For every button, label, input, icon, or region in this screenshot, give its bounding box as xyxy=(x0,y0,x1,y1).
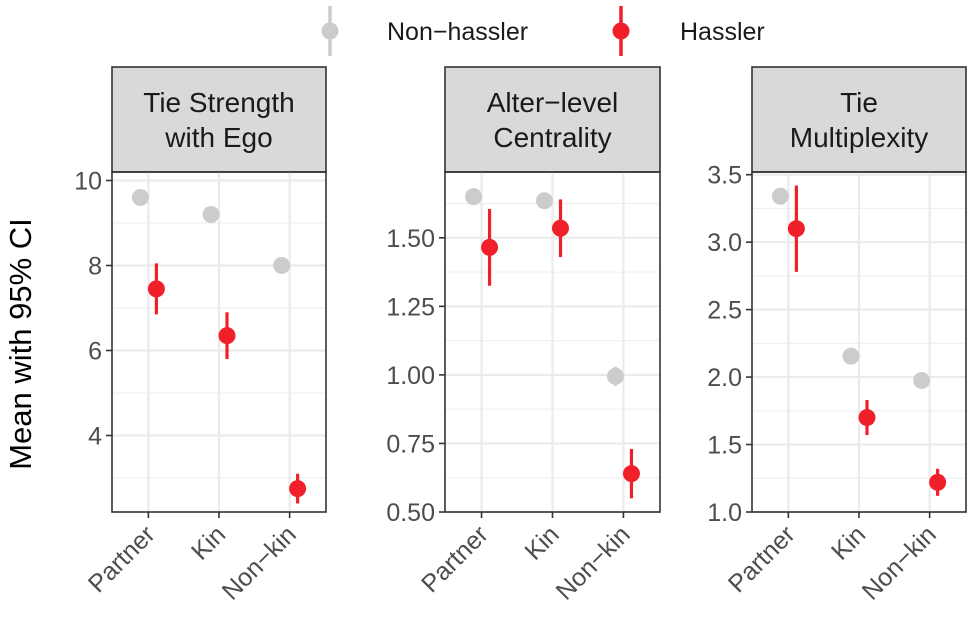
x-tick-label: Partner xyxy=(723,520,801,598)
y-tick-label: 8 xyxy=(88,253,102,281)
panel-strip xyxy=(444,66,661,173)
data-point xyxy=(131,189,149,206)
data-point xyxy=(481,238,499,256)
y-tick-label: 2.0 xyxy=(707,364,742,392)
panel-title-line: Tie Strength xyxy=(143,87,294,118)
gridlines xyxy=(112,172,326,512)
panel-title-line: with Ego xyxy=(164,122,272,153)
legend-label: Hassler xyxy=(680,18,765,46)
legend-label: Non−hassler xyxy=(387,18,528,46)
series-hassler xyxy=(147,263,307,504)
data-point xyxy=(787,220,805,238)
panel-title-line: Centrality xyxy=(493,122,611,153)
panel-strip xyxy=(111,66,327,173)
y-tick-label: 4 xyxy=(88,423,102,451)
legend: Non−hassler Hassler xyxy=(321,6,765,56)
data-point xyxy=(218,327,236,345)
panel-title-line: Multiplexity xyxy=(790,122,928,153)
data-point xyxy=(771,187,789,205)
series-non-hassler xyxy=(131,189,291,274)
y-tick-label: 3.5 xyxy=(707,162,742,190)
data-point xyxy=(842,347,860,365)
data-point xyxy=(858,409,876,427)
panel-title-line: Alter−level xyxy=(487,87,619,118)
panel-3: Tie Multiplexity 1.0 1.5 2.0 2.5 3.0 3.5 Partner… xyxy=(707,66,967,606)
panel-2: Alter−level Centrality 0.50 0.75 1.00 1.25 1.5… xyxy=(386,66,661,606)
x-tick-label: Non−kin xyxy=(551,520,636,605)
panel-title-line: Tie xyxy=(840,87,878,118)
y-tick-label: 3.0 xyxy=(707,229,742,257)
legend-key-point xyxy=(321,22,339,40)
y-tick-label: 1.00 xyxy=(386,362,435,390)
y-tick-label: 1.5 xyxy=(707,432,742,460)
data-point xyxy=(929,473,947,491)
data-point xyxy=(147,280,165,298)
series-non-hassler xyxy=(465,188,624,386)
series-hassler xyxy=(481,199,640,499)
series-hassler xyxy=(787,185,947,496)
x-tick-label: Kin xyxy=(186,520,231,565)
y-tick-label: 1.0 xyxy=(707,499,742,527)
panel-strip xyxy=(751,66,967,173)
x-tick-label: Partner xyxy=(83,520,161,598)
y-tick-label: 10 xyxy=(74,168,102,196)
gridlines xyxy=(445,172,660,514)
y-tick-label: 0.50 xyxy=(386,499,435,527)
x-tick-label: Non−kin xyxy=(857,520,942,605)
x-tick-label: Partner xyxy=(416,520,494,598)
x-tick-label: Kin xyxy=(826,520,871,565)
legend-key-point xyxy=(612,22,630,40)
y-tick-label: 1.25 xyxy=(386,293,435,321)
gridlines xyxy=(752,172,966,514)
legend-entry: Hassler xyxy=(612,6,765,56)
data-point xyxy=(913,371,931,389)
x-tick-label: Kin xyxy=(519,520,564,565)
data-point xyxy=(622,465,640,483)
panel-1: Tie Strength with Ego 4 6 8 10 Partner KinNon−k… xyxy=(74,66,327,606)
data-point xyxy=(202,206,220,223)
y-axis-label: Mean with 95% CI xyxy=(3,218,38,470)
y-tick-label: 1.50 xyxy=(386,225,435,253)
x-tick-label: Non−kin xyxy=(217,520,302,605)
series-non-hassler xyxy=(771,187,931,389)
data-point xyxy=(536,192,553,210)
y-tick-label: 2.5 xyxy=(707,297,742,325)
data-point xyxy=(289,480,307,498)
y-tick-label: 0.75 xyxy=(386,430,435,458)
data-point xyxy=(465,188,483,206)
data-point xyxy=(606,367,624,385)
data-point xyxy=(273,257,291,274)
y-tick-label: 6 xyxy=(88,338,102,366)
legend-entry: Non−hassler xyxy=(321,6,528,56)
data-point xyxy=(552,219,569,237)
